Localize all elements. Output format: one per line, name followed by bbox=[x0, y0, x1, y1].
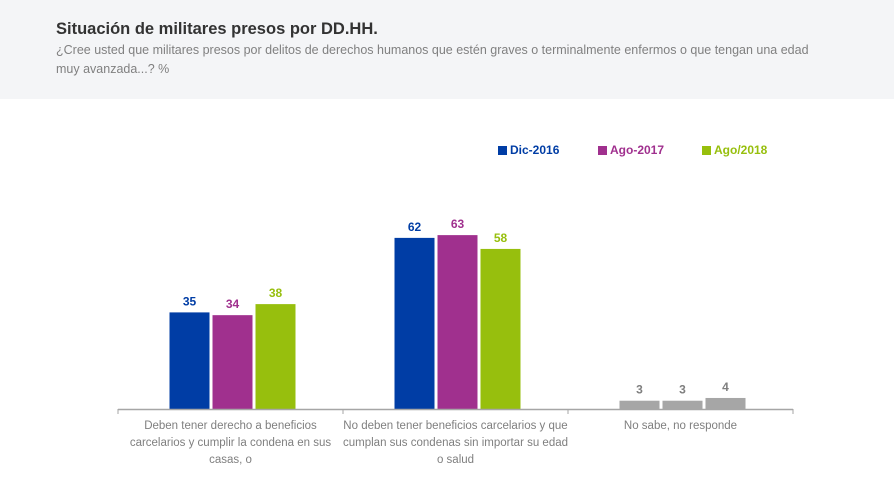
legend: Dic-2016 Ago-2017 Ago/2018 bbox=[0, 143, 894, 161]
legend-swatch bbox=[598, 145, 607, 155]
legend-swatch bbox=[702, 145, 711, 155]
legend-label: Ago-2017 bbox=[610, 143, 665, 157]
legend-swatch bbox=[498, 145, 507, 155]
bar bbox=[255, 304, 296, 409]
bar bbox=[480, 248, 521, 409]
category-label: Deben tener derecho a beneficios carcela… bbox=[129, 420, 332, 466]
data-label: 35 bbox=[183, 294, 197, 308]
category-label: No sabe, no responde bbox=[623, 420, 738, 432]
chart-subtitle: ¿Cree usted que militares presos por del… bbox=[56, 43, 809, 76]
bar bbox=[662, 400, 703, 409]
bar bbox=[437, 235, 478, 409]
legend-item-dic-2016: Dic-2016 bbox=[498, 143, 559, 157]
category-label: No deben tener beneficios carcelarios y … bbox=[343, 420, 569, 466]
chart-title: Situación de militares presos por DD.HH. bbox=[56, 20, 378, 38]
data-label: 3 bbox=[636, 383, 643, 397]
data-label: 38 bbox=[269, 286, 283, 300]
data-label: 34 bbox=[226, 297, 240, 311]
data-label: 63 bbox=[451, 217, 465, 231]
data-label: 62 bbox=[408, 220, 422, 234]
legend-item-ago-2018: Ago/2018 bbox=[702, 143, 767, 157]
legend-label: Ago/2018 bbox=[714, 143, 768, 157]
legend-label: Dic-2016 bbox=[510, 143, 560, 157]
bar bbox=[212, 315, 253, 409]
data-label: 3 bbox=[679, 383, 686, 397]
data-label: 4 bbox=[722, 380, 729, 394]
bar bbox=[619, 400, 660, 409]
legend-item-ago-2017: Ago-2017 bbox=[598, 143, 664, 157]
header-panel: Situación de militares presos por DD.HH.… bbox=[0, 0, 894, 99]
data-label: 58 bbox=[494, 231, 508, 245]
bar bbox=[169, 312, 210, 409]
bar bbox=[394, 237, 435, 409]
bar bbox=[705, 397, 746, 409]
